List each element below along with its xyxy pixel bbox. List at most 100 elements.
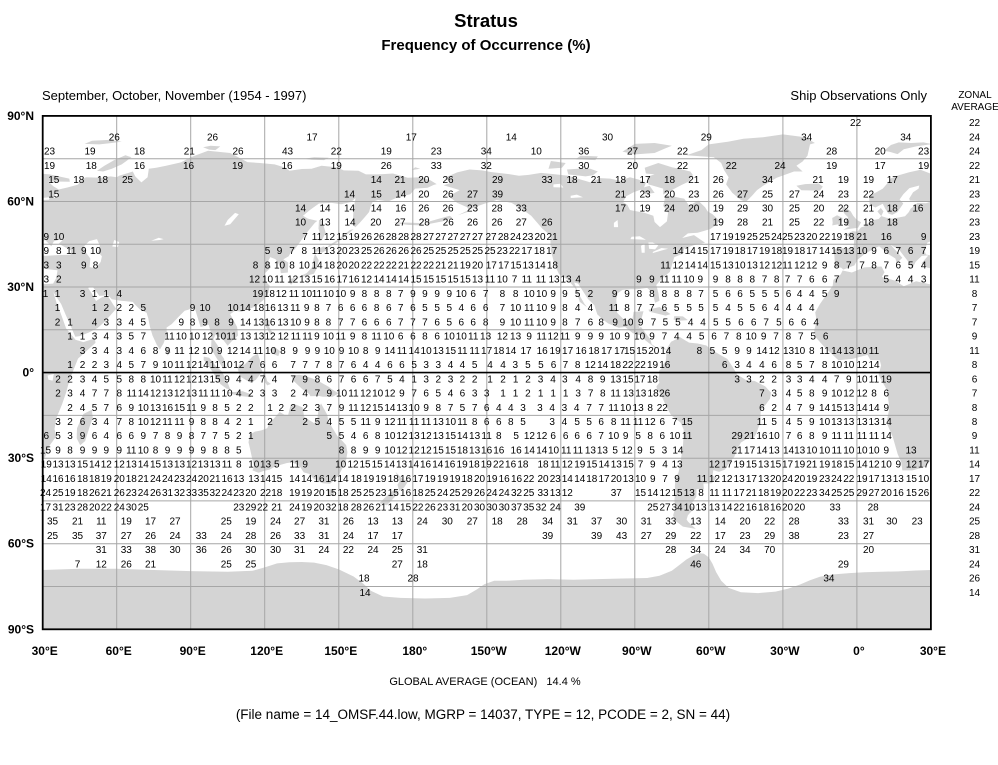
svg-text:9: 9 (575, 332, 581, 343)
svg-text:29: 29 (764, 531, 776, 542)
svg-text:15: 15 (445, 446, 457, 457)
svg-text:9: 9 (612, 317, 618, 328)
svg-text:9: 9 (165, 446, 171, 457)
svg-text:28: 28 (969, 531, 981, 542)
svg-text:17: 17 (715, 531, 727, 542)
svg-text:15: 15 (906, 474, 918, 485)
svg-text:4: 4 (809, 289, 815, 300)
svg-text:13: 13 (734, 474, 746, 485)
svg-text:25: 25 (425, 488, 437, 499)
svg-text:11: 11 (312, 289, 323, 300)
svg-text:23: 23 (918, 147, 930, 158)
svg-text:37: 37 (591, 517, 603, 528)
svg-text:22: 22 (969, 204, 981, 215)
svg-text:24: 24 (664, 204, 676, 215)
svg-text:6: 6 (386, 317, 392, 328)
svg-text:7: 7 (773, 332, 779, 343)
svg-text:11: 11 (290, 303, 301, 314)
svg-text:30: 30 (270, 545, 282, 556)
svg-text:13: 13 (198, 460, 210, 471)
svg-text:23: 23 (806, 488, 818, 499)
svg-text:22: 22 (523, 474, 535, 485)
svg-text:7: 7 (290, 360, 296, 371)
svg-text:10: 10 (746, 332, 758, 343)
svg-text:15: 15 (510, 260, 522, 271)
svg-text:3: 3 (104, 317, 110, 328)
svg-text:2: 2 (117, 303, 123, 314)
svg-text:17: 17 (367, 531, 379, 542)
svg-text:5: 5 (436, 389, 442, 400)
svg-text:9: 9 (588, 332, 594, 343)
svg-text:13: 13 (843, 417, 855, 428)
svg-text:9: 9 (598, 332, 604, 343)
svg-text:14: 14 (384, 460, 396, 471)
svg-text:19: 19 (481, 460, 493, 471)
svg-text:10: 10 (176, 332, 188, 343)
svg-text:15: 15 (623, 460, 635, 471)
svg-text:8: 8 (500, 289, 506, 300)
svg-text:12: 12 (396, 431, 408, 442)
svg-text:11: 11 (312, 232, 323, 243)
svg-text:4: 4 (375, 360, 381, 371)
svg-text:17: 17 (634, 374, 646, 385)
svg-text:6: 6 (44, 431, 50, 442)
svg-text:10: 10 (301, 289, 313, 300)
svg-text:14: 14 (301, 474, 313, 485)
svg-text:8: 8 (129, 374, 135, 385)
svg-text:11: 11 (348, 403, 359, 414)
svg-text:26: 26 (232, 147, 244, 158)
svg-text:15: 15 (746, 460, 758, 471)
svg-text:3: 3 (520, 403, 526, 414)
svg-text:14: 14 (856, 403, 868, 414)
svg-text:6: 6 (660, 417, 666, 428)
svg-text:20: 20 (114, 474, 126, 485)
svg-text:37: 37 (96, 531, 108, 542)
svg-text:4: 4 (575, 275, 581, 286)
svg-text:9: 9 (822, 431, 828, 442)
svg-text:9: 9 (44, 232, 50, 243)
svg-text:15: 15 (311, 275, 323, 286)
svg-text:19: 19 (301, 488, 313, 499)
svg-text:17: 17 (782, 460, 794, 471)
svg-text:34: 34 (690, 545, 702, 556)
svg-text:26: 26 (381, 161, 393, 172)
svg-text:23: 23 (431, 147, 443, 158)
svg-text:7: 7 (672, 417, 678, 428)
svg-text:7: 7 (201, 431, 207, 442)
svg-text:20: 20 (627, 161, 639, 172)
svg-text:17: 17 (145, 517, 157, 528)
svg-text:22: 22 (850, 118, 862, 129)
svg-text:7: 7 (637, 303, 643, 314)
svg-text:7: 7 (575, 317, 581, 328)
svg-text:10: 10 (265, 346, 277, 357)
svg-text:13: 13 (905, 446, 917, 457)
svg-text:20: 20 (472, 260, 484, 271)
svg-text:11: 11 (844, 431, 855, 442)
svg-text:19: 19 (301, 502, 313, 513)
svg-text:2: 2 (104, 303, 110, 314)
svg-text:18: 18 (831, 460, 843, 471)
svg-text:7: 7 (141, 360, 147, 371)
svg-text:10: 10 (215, 332, 227, 343)
svg-text:17: 17 (969, 474, 981, 485)
svg-text:15: 15 (697, 246, 709, 257)
svg-text:13: 13 (611, 460, 623, 471)
svg-text:90°E: 90°E (180, 644, 206, 658)
svg-text:7: 7 (724, 332, 730, 343)
svg-text:13: 13 (709, 502, 721, 513)
svg-text:5: 5 (674, 303, 680, 314)
svg-text:10: 10 (531, 147, 543, 158)
svg-text:13: 13 (523, 260, 535, 271)
svg-text:34: 34 (739, 545, 751, 556)
svg-text:9: 9 (92, 446, 98, 457)
svg-text:9: 9 (117, 446, 123, 457)
svg-text:9: 9 (129, 403, 135, 414)
svg-text:25: 25 (221, 559, 233, 570)
svg-text:1: 1 (67, 332, 73, 343)
svg-text:27: 27 (467, 189, 479, 200)
svg-text:6: 6 (786, 289, 792, 300)
svg-text:31: 31 (318, 517, 330, 528)
svg-text:1: 1 (500, 389, 506, 400)
svg-text:2: 2 (248, 389, 254, 400)
svg-text:9: 9 (292, 346, 298, 357)
